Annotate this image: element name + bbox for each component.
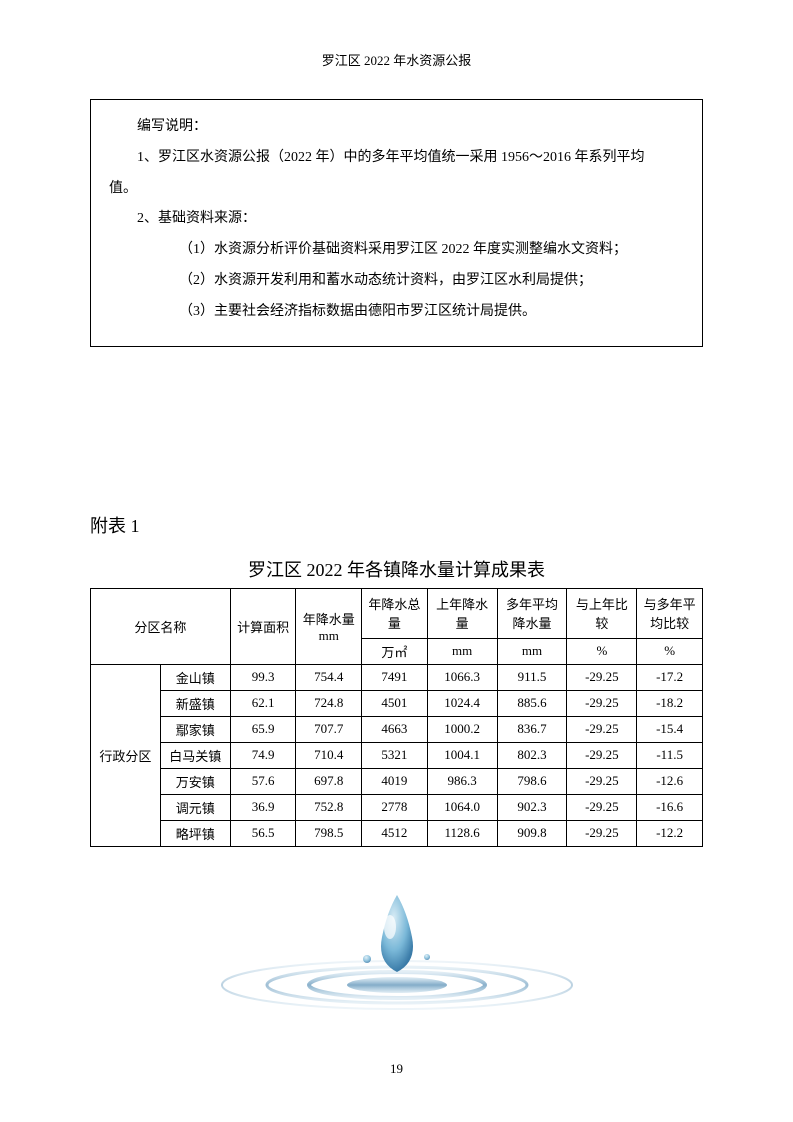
cell-prev: 1004.1 (427, 742, 497, 768)
unit-total: 万㎡ (362, 638, 428, 664)
cell-town: 白马关镇 (160, 742, 230, 768)
note-sub2: （2）水资源开发利用和蓄水动态统计资料，由罗江区水利局提供； (109, 266, 684, 297)
cell-total: 2778 (362, 794, 428, 820)
cell-cmp-prev: -29.25 (567, 768, 637, 794)
cell-cmp-prev: -29.25 (567, 742, 637, 768)
cell-prev: 1024.4 (427, 690, 497, 716)
cell-area: 65.9 (230, 716, 296, 742)
cell-total: 4663 (362, 716, 428, 742)
cell-mm: 710.4 (296, 742, 362, 768)
page-number: 19 (0, 1061, 793, 1077)
appendix-label: 附表 1 (90, 512, 703, 538)
cell-prev: 986.3 (427, 768, 497, 794)
th-rain-mm: 年降水量mm (296, 588, 362, 664)
cell-area: 56.5 (230, 820, 296, 846)
unit-cmp2: % (637, 638, 703, 664)
unit-prev: mm (427, 638, 497, 664)
table-title: 罗江区 2022 年各镇降水量计算成果表 (90, 556, 703, 582)
cell-cmp-prev: -29.25 (567, 690, 637, 716)
table-row: 白马关镇74.9710.453211004.1802.3-29.25-11.5 (91, 742, 703, 768)
cell-cmp-avg: -11.5 (637, 742, 703, 768)
cell-mm: 752.8 (296, 794, 362, 820)
cell-prev: 1064.0 (427, 794, 497, 820)
cell-total: 4512 (362, 820, 428, 846)
cell-cmp-prev: -29.25 (567, 820, 637, 846)
cell-area: 74.9 (230, 742, 296, 768)
note-box: 编写说明： 1、罗江区水资源公报（2022 年）中的多年平均值统一采用 1956… (90, 99, 703, 347)
rainfall-table: 分区名称 计算面积 年降水量mm 年降水总量 上年降水量 多年平均降水量 与上年… (90, 588, 703, 847)
cell-avg: 802.3 (497, 742, 567, 768)
table-row: 略坪镇56.5798.545121128.6909.8-29.25-12.2 (91, 820, 703, 846)
cell-cmp-prev: -29.25 (567, 794, 637, 820)
cell-mm: 724.8 (296, 690, 362, 716)
cell-cmp-prev: -29.25 (567, 716, 637, 742)
cell-avg: 911.5 (497, 664, 567, 690)
cell-avg: 902.3 (497, 794, 567, 820)
note-line1b: 值。 (109, 174, 684, 205)
cell-town: 调元镇 (160, 794, 230, 820)
page-header: 罗江区 2022 年水资源公报 (90, 50, 703, 69)
note-sub1: （1）水资源分析评价基础资料采用罗江区 2022 年度实测整编水文资料； (109, 235, 684, 266)
cell-avg: 885.6 (497, 690, 567, 716)
table-row: 调元镇36.9752.827781064.0902.3-29.25-16.6 (91, 794, 703, 820)
th-prev-rain: 上年降水量 (427, 588, 497, 638)
note-title: 编写说明： (109, 112, 684, 143)
table-header-row: 分区名称 计算面积 年降水量mm 年降水总量 上年降水量 多年平均降水量 与上年… (91, 588, 703, 638)
region-group-cell: 行政分区 (91, 664, 161, 846)
unit-avg: mm (497, 638, 567, 664)
th-cmp-avg: 与多年平均比较 (637, 588, 703, 638)
cell-cmp-avg: -18.2 (637, 690, 703, 716)
cell-cmp-prev: -29.25 (567, 664, 637, 690)
cell-cmp-avg: -12.2 (637, 820, 703, 846)
th-region: 分区名称 (91, 588, 231, 664)
cell-area: 57.6 (230, 768, 296, 794)
cell-mm: 697.8 (296, 768, 362, 794)
cell-total: 4501 (362, 690, 428, 716)
cell-prev: 1066.3 (427, 664, 497, 690)
water-drop-illustration (202, 887, 592, 1017)
cell-cmp-avg: -15.4 (637, 716, 703, 742)
cell-town: 万安镇 (160, 768, 230, 794)
cell-town: 金山镇 (160, 664, 230, 690)
cell-prev: 1000.2 (427, 716, 497, 742)
cell-total: 5321 (362, 742, 428, 768)
th-cmp-prev: 与上年比较 (567, 588, 637, 638)
cell-town: 鄢家镇 (160, 716, 230, 742)
note-sub3: （3）主要社会经济指标数据由德阳市罗江区统计局提供。 (109, 297, 684, 328)
cell-cmp-avg: -16.6 (637, 794, 703, 820)
cell-mm: 754.4 (296, 664, 362, 690)
table-row: 鄢家镇65.9707.746631000.2836.7-29.25-15.4 (91, 716, 703, 742)
cell-town: 新盛镇 (160, 690, 230, 716)
note-line1: 1、罗江区水资源公报（2022 年）中的多年平均值统一采用 1956～2016 … (109, 143, 684, 174)
cell-area: 36.9 (230, 794, 296, 820)
table-row: 万安镇57.6697.84019986.3798.6-29.25-12.6 (91, 768, 703, 794)
cell-cmp-avg: -12.6 (637, 768, 703, 794)
cell-avg: 836.7 (497, 716, 567, 742)
cell-mm: 798.5 (296, 820, 362, 846)
cell-area: 62.1 (230, 690, 296, 716)
cell-total: 4019 (362, 768, 428, 794)
cell-town: 略坪镇 (160, 820, 230, 846)
table-row: 行政分区金山镇99.3754.474911066.3911.5-29.25-17… (91, 664, 703, 690)
cell-prev: 1128.6 (427, 820, 497, 846)
th-area: 计算面积 (230, 588, 296, 664)
cell-mm: 707.7 (296, 716, 362, 742)
th-rain-total: 年降水总量 (362, 588, 428, 638)
cell-total: 7491 (362, 664, 428, 690)
table-row: 新盛镇62.1724.845011024.4885.6-29.25-18.2 (91, 690, 703, 716)
cell-area: 99.3 (230, 664, 296, 690)
th-avg-rain: 多年平均降水量 (497, 588, 567, 638)
cell-avg: 909.8 (497, 820, 567, 846)
cell-cmp-avg: -17.2 (637, 664, 703, 690)
cell-avg: 798.6 (497, 768, 567, 794)
note-line2: 2、基础资料来源： (109, 204, 684, 235)
unit-cmp1: % (567, 638, 637, 664)
